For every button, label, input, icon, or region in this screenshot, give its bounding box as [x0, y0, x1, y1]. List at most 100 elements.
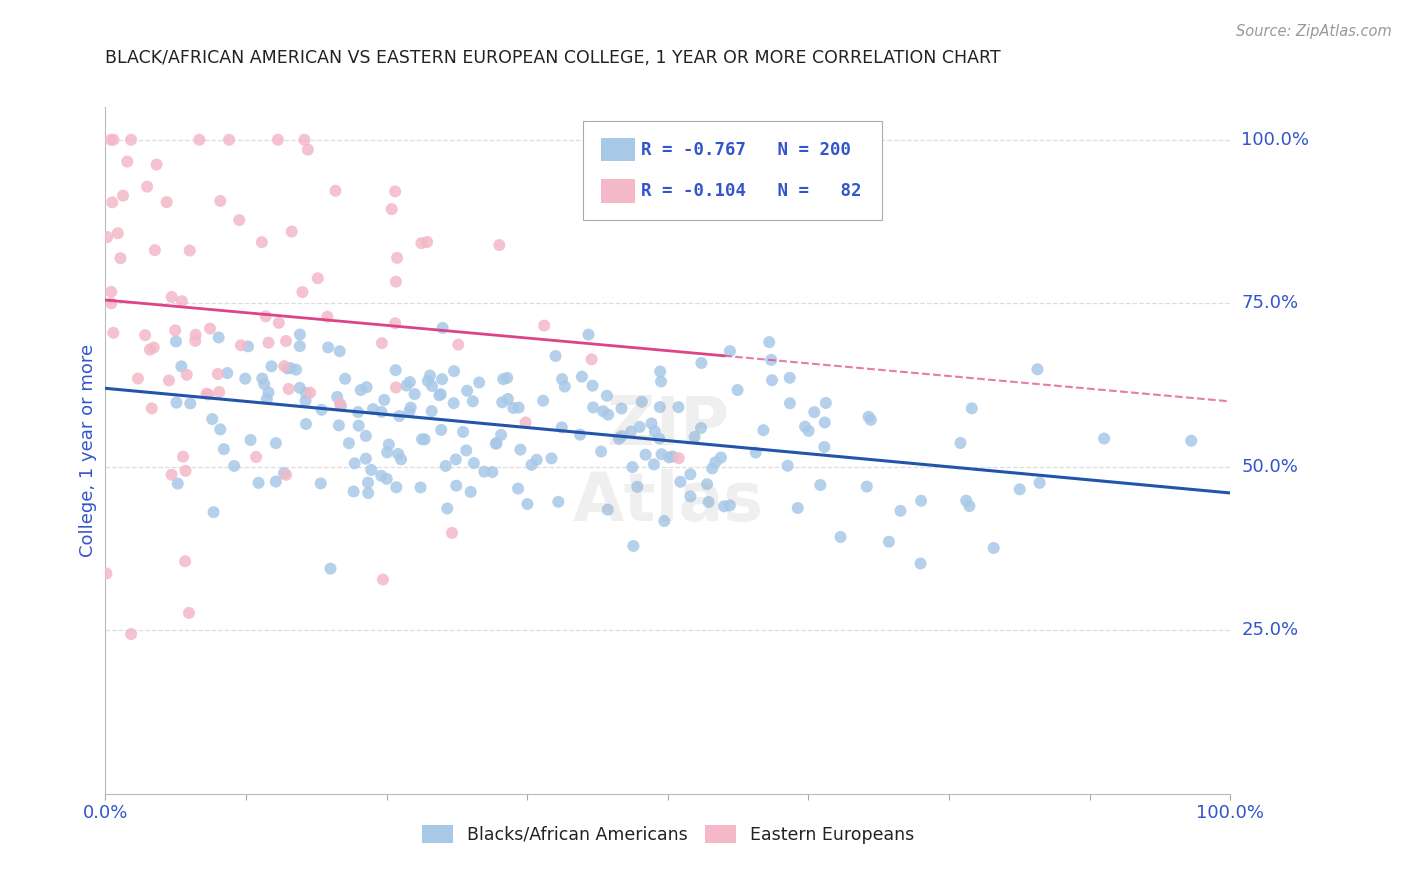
Point [188, 133, 211, 147]
Point [96, 230, 118, 244]
Point [385, 480, 408, 494]
Point [533, 318, 555, 333]
Point [779, 370, 801, 384]
Point [463, 456, 485, 470]
Point [101, 195, 124, 210]
Point [485, 436, 508, 450]
Point [496, 371, 519, 385]
Point [311, 402, 333, 417]
Point [761, 352, 783, 367]
Point [388, 409, 411, 423]
Point [1092, 432, 1115, 446]
Point [640, 417, 662, 431]
Point [329, 399, 352, 413]
Point [683, 430, 706, 444]
Point [434, 458, 457, 473]
Point [337, 436, 360, 450]
Point [370, 405, 392, 419]
Point [295, 386, 318, 401]
Point [325, 184, 347, 198]
Point [983, 541, 1005, 555]
Point [430, 372, 453, 386]
Point [316, 340, 339, 354]
Point [488, 238, 510, 252]
Point [551, 420, 574, 434]
Text: Source: ZipAtlas.com: Source: ZipAtlas.com [1236, 24, 1392, 38]
Point [679, 467, 702, 482]
Point [195, 386, 218, 401]
Point [209, 194, 232, 208]
Point [288, 339, 311, 353]
Point [710, 450, 733, 465]
Point [569, 427, 592, 442]
Point [554, 379, 576, 393]
Point [387, 447, 409, 461]
Point [375, 445, 398, 459]
Point [307, 271, 329, 285]
Point [174, 554, 197, 568]
Point [509, 442, 531, 457]
Point [578, 327, 600, 342]
Point [134, 328, 156, 343]
Point [697, 495, 720, 509]
Point [409, 480, 432, 494]
Point [347, 405, 370, 419]
Point [160, 290, 183, 304]
Point [239, 433, 262, 447]
Point [596, 502, 619, 516]
Point [264, 475, 287, 489]
Point [814, 416, 837, 430]
Point [607, 432, 630, 446]
Point [260, 359, 283, 374]
Point [489, 428, 512, 442]
Point [648, 400, 671, 414]
Point [170, 359, 193, 374]
Point [381, 202, 404, 216]
Point [411, 432, 433, 446]
Point [745, 445, 768, 459]
Point [889, 504, 911, 518]
Point [354, 451, 377, 466]
FancyBboxPatch shape [602, 138, 636, 161]
Point [630, 394, 652, 409]
Point [100, 296, 122, 310]
Point [156, 195, 179, 210]
Point [668, 451, 690, 466]
Point [309, 476, 332, 491]
Point [404, 387, 426, 401]
Legend: Blacks/African Americans, Eastern Europeans: Blacks/African Americans, Eastern Europe… [415, 818, 921, 850]
Point [758, 335, 780, 350]
Point [658, 450, 681, 465]
Point [650, 364, 672, 378]
Point [291, 285, 314, 299]
Point [858, 409, 880, 424]
Point [197, 387, 219, 401]
Point [416, 374, 439, 388]
Point [690, 421, 713, 435]
Point [142, 341, 165, 355]
Point [472, 465, 495, 479]
Point [254, 310, 277, 324]
Point [361, 402, 384, 417]
Text: BLACK/AFRICAN AMERICAN VS EASTERN EUROPEAN COLLEGE, 1 YEAR OR MORE CORRELATION C: BLACK/AFRICAN AMERICAN VS EASTERN EUROPE… [105, 49, 1001, 67]
Point [141, 401, 163, 416]
Point [436, 501, 458, 516]
Point [319, 561, 342, 575]
Point [100, 285, 122, 299]
Point [267, 133, 290, 147]
Point [208, 330, 231, 344]
Point [468, 376, 491, 390]
Point [177, 606, 200, 620]
Point [176, 368, 198, 382]
Point [957, 499, 980, 513]
Point [288, 327, 311, 342]
Point [274, 334, 297, 348]
Text: R = -0.767   N = 200: R = -0.767 N = 200 [641, 141, 851, 159]
FancyBboxPatch shape [602, 179, 636, 202]
Point [208, 385, 231, 400]
Point [713, 500, 735, 514]
Point [443, 364, 465, 378]
Point [544, 349, 567, 363]
Point [384, 316, 406, 330]
Point [356, 380, 378, 394]
